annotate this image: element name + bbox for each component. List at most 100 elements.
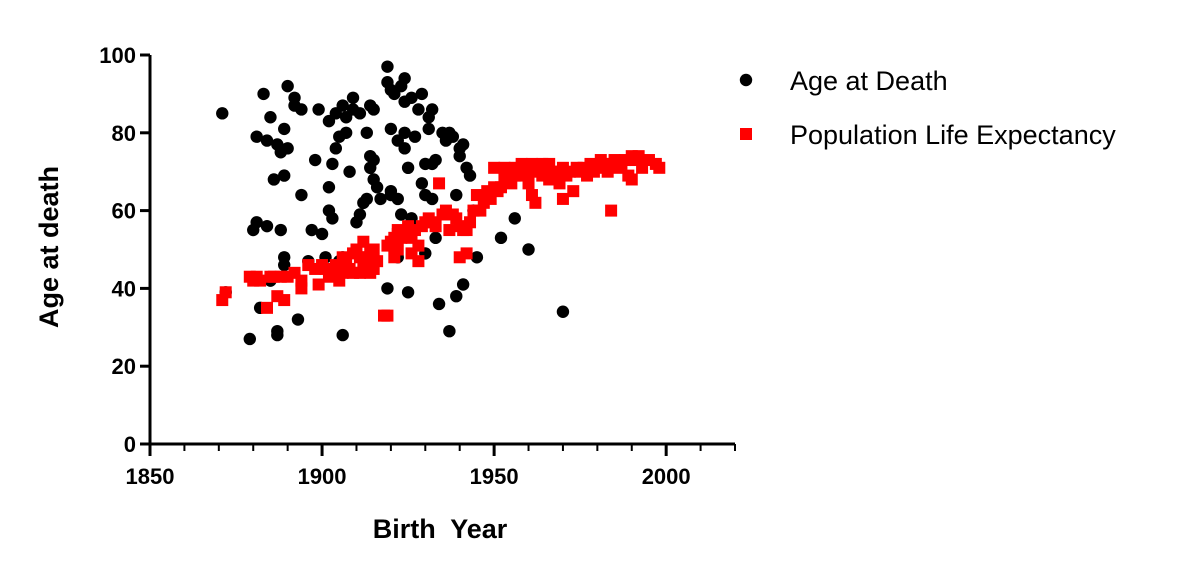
data-point-circle <box>453 149 466 163</box>
data-point-square <box>653 161 666 174</box>
data-point-circle <box>322 181 336 194</box>
data-point-circle <box>243 332 256 346</box>
x-tick-label: 2000 <box>642 464 691 489</box>
data-point-circle <box>429 153 442 167</box>
data-point-circle <box>425 103 439 116</box>
data-point-circle <box>367 103 380 116</box>
data-point-square <box>464 216 477 229</box>
data-point-circle <box>367 153 380 167</box>
axes: 0 20 40 60 80 100 1850 1900 1950 2000 <box>99 43 736 489</box>
data-point-square <box>529 196 542 209</box>
data-point-circle <box>374 192 387 206</box>
data-point-circle <box>450 289 463 303</box>
data-point-circle <box>381 282 394 295</box>
data-point-circle <box>295 188 308 202</box>
data-point-square <box>522 177 535 190</box>
legend-label: Population Life Expectancy <box>790 120 1116 150</box>
data-point-circle <box>415 177 429 190</box>
data-point-circle <box>288 91 301 104</box>
y-tick-label: 80 <box>112 121 136 146</box>
y-axis-title: Age at death <box>34 166 64 328</box>
data-point-circle <box>336 99 349 112</box>
data-point-circle <box>315 227 329 241</box>
data-point-circle <box>556 305 570 318</box>
data-point-circle <box>312 103 325 116</box>
data-point-circle <box>522 243 535 256</box>
legend-item: Age at Death <box>739 66 948 96</box>
data-point-circle <box>264 111 277 124</box>
data-point-square <box>381 309 394 322</box>
data-point-circle <box>260 219 274 233</box>
data-point-circle <box>271 328 284 342</box>
y-tick-label: 60 <box>112 199 136 224</box>
data-point-square <box>412 239 425 252</box>
data-point-square <box>505 177 518 190</box>
data-point-circle <box>339 126 353 139</box>
data-point-square <box>488 161 501 174</box>
data-point-square <box>367 243 380 256</box>
x-tick-label: 1900 <box>298 464 347 489</box>
data-point-square <box>357 235 370 248</box>
data-point-circle <box>494 231 508 245</box>
data-point-circle <box>343 165 356 178</box>
data-point-circle <box>336 328 349 342</box>
data-point-circle <box>326 157 339 171</box>
data-point-circle <box>401 161 415 175</box>
legend-marker-circle <box>739 73 753 87</box>
data-point-square <box>556 192 569 205</box>
plot-area <box>216 60 666 346</box>
data-point-square <box>295 274 308 287</box>
data-point-square <box>254 274 267 287</box>
data-point-square <box>567 185 580 198</box>
data-point-circle <box>329 142 343 155</box>
data-point-circle <box>432 297 446 311</box>
data-point-circle <box>456 138 470 151</box>
data-point-square <box>433 177 446 190</box>
data-point-circle <box>281 79 294 93</box>
legend-item: Population Life Expectancy <box>740 120 1116 150</box>
data-point-circle <box>381 60 394 73</box>
data-point-square <box>312 278 325 291</box>
data-point-circle <box>267 173 281 186</box>
data-point-circle <box>398 126 411 139</box>
data-point-square <box>443 224 456 237</box>
data-point-circle <box>405 91 418 104</box>
data-point-square <box>219 286 232 299</box>
data-point-circle <box>291 313 305 326</box>
data-point-square <box>625 173 638 186</box>
data-point-circle <box>308 153 322 167</box>
data-point-circle <box>281 142 294 155</box>
data-point-circle <box>446 130 460 143</box>
data-point-square <box>278 294 291 307</box>
legend: Age at Death Population Life Expectancy <box>739 66 1116 150</box>
data-point-circle <box>250 130 263 143</box>
data-point-circle <box>346 91 360 104</box>
data-point-circle <box>305 223 318 237</box>
data-point-circle <box>456 278 470 291</box>
data-point-circle <box>395 208 408 221</box>
x-tick-label: 1850 <box>126 464 175 489</box>
data-point-square <box>460 247 473 260</box>
data-point-circle <box>450 188 463 202</box>
y-tick-label: 20 <box>112 354 136 379</box>
y-tick-label: 40 <box>112 276 136 301</box>
data-point-circle <box>508 212 521 225</box>
data-point-circle <box>398 142 411 155</box>
data-point-circle <box>443 324 456 338</box>
legend-marker-square <box>740 128 752 140</box>
data-point-circle <box>278 169 291 182</box>
data-point-circle <box>415 87 429 101</box>
data-point-circle <box>391 192 404 206</box>
data-point-circle <box>429 231 442 245</box>
data-point-circle <box>470 251 484 264</box>
data-point-square <box>605 204 618 217</box>
data-point-square <box>632 150 645 163</box>
data-point-circle <box>353 208 367 221</box>
data-point-circle <box>260 134 274 147</box>
data-point-circle <box>463 169 477 182</box>
x-tick-label: 1950 <box>470 464 519 489</box>
data-point-circle <box>216 107 229 120</box>
series-population-life-expectancy <box>216 150 666 322</box>
data-point-circle <box>278 258 291 272</box>
